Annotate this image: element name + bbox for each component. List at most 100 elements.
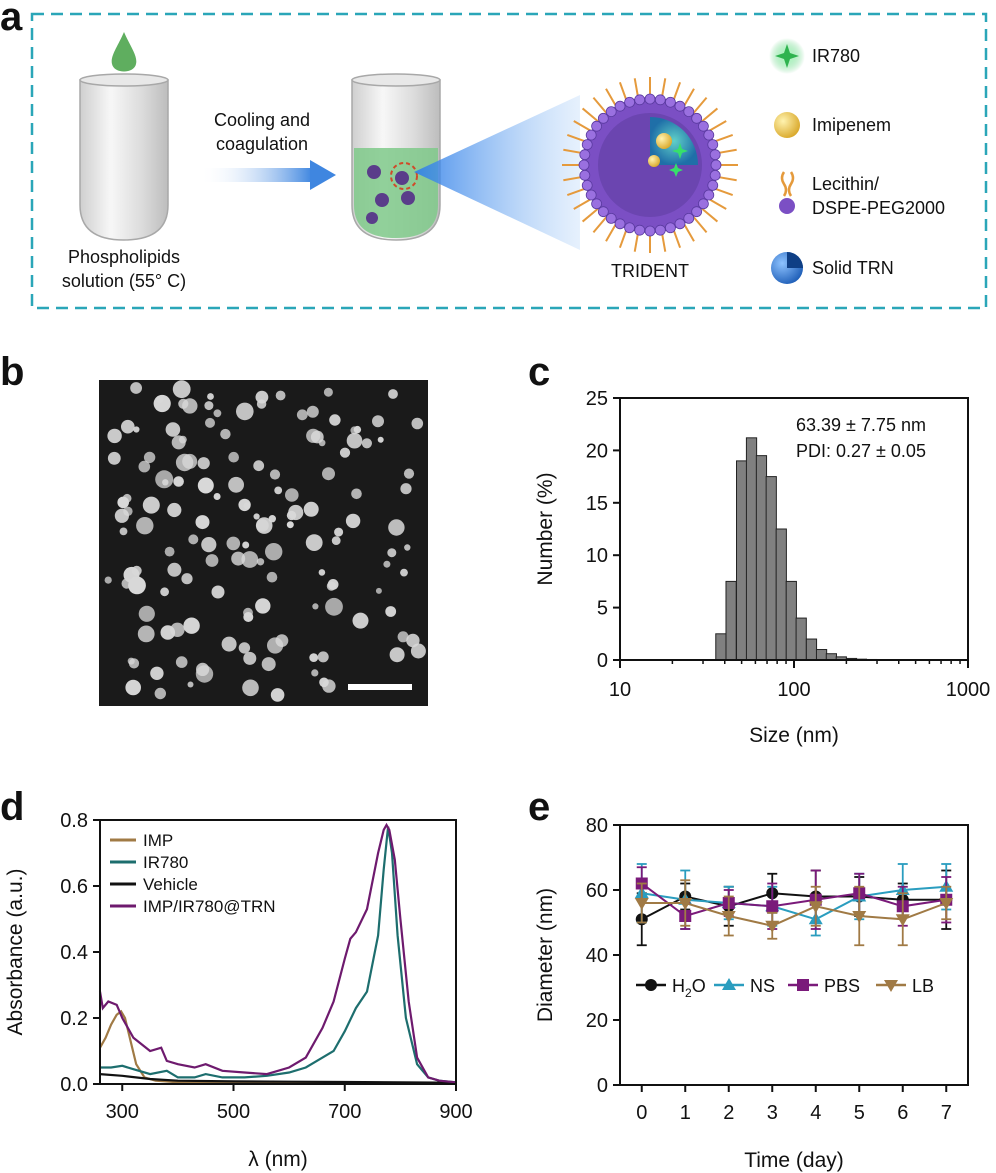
tem-particle xyxy=(389,647,405,663)
lipid-head xyxy=(597,206,609,218)
tem-particle xyxy=(183,617,200,634)
panel-label-d: d xyxy=(0,785,24,829)
panel-label-e: e xyxy=(528,785,550,829)
tem-particle xyxy=(372,415,384,428)
tem-particle xyxy=(164,546,175,557)
lipid-head xyxy=(709,149,721,161)
lipid-tail xyxy=(566,133,587,143)
lipid-tail xyxy=(618,81,628,102)
histogram-bar xyxy=(785,580,797,661)
tem-particle xyxy=(181,573,193,585)
zoom-beam xyxy=(414,95,580,250)
tem-particle xyxy=(165,422,181,437)
tem-particle xyxy=(242,679,259,697)
legend-lipid-label-line2: DSPE-PEG2000 xyxy=(812,198,945,218)
tem-particle xyxy=(411,417,424,430)
y-tick-label: 60 xyxy=(586,880,608,902)
test-tube-icon xyxy=(79,73,169,241)
y-tick-label: 80 xyxy=(586,815,608,837)
legend-lipid-label-line1: Lecithin/ xyxy=(812,174,879,194)
tem-particle xyxy=(182,398,198,414)
tem-particle xyxy=(130,382,143,394)
y-axis-label: Absorbance (a.u.) xyxy=(4,869,27,1036)
lipid-head xyxy=(707,179,719,191)
tem-particle xyxy=(150,666,164,680)
lipid-tail xyxy=(605,88,617,107)
lipid-head xyxy=(591,120,603,132)
x-tick-label: 3 xyxy=(767,1102,778,1124)
y-tick-label: 0.0 xyxy=(60,1074,88,1096)
solid-trn-icon xyxy=(771,252,803,284)
tem-particle xyxy=(397,631,409,643)
lipid-tail xyxy=(660,231,667,252)
lipid-head xyxy=(597,112,609,124)
y-tick-label: 0.6 xyxy=(60,876,88,898)
histogram-bar xyxy=(765,476,777,661)
x-tick-label: 500 xyxy=(217,1101,250,1123)
tem-particle xyxy=(322,467,335,481)
legend-marker xyxy=(797,979,809,991)
lipid-head xyxy=(581,179,593,191)
panel-label-c: c xyxy=(528,350,550,394)
y-tick-label: 0.2 xyxy=(60,1008,88,1030)
lipid-head xyxy=(581,139,593,151)
tem-particle xyxy=(388,389,398,399)
lipid-tail xyxy=(692,96,708,114)
tem-particle xyxy=(352,612,369,629)
panel-d: d 0.0 0.2 0.4 0.6 0.8 300 500 700 900 λ (nm) Absor… xyxy=(0,785,473,1171)
lipid-head xyxy=(614,100,626,112)
tem-particle xyxy=(121,419,135,434)
tem-particle xyxy=(312,603,319,610)
legend-marker xyxy=(884,980,898,992)
tem-particle xyxy=(187,681,194,688)
tem-particle xyxy=(197,477,214,494)
lipid-head xyxy=(644,225,656,237)
legend-label: NS xyxy=(750,976,775,996)
lipid-head xyxy=(707,139,719,151)
data-point xyxy=(678,898,693,910)
plot-frame xyxy=(619,824,969,1086)
histogram-bar xyxy=(755,455,768,661)
tem-particle xyxy=(104,576,112,584)
tem-particle xyxy=(351,488,362,500)
panel-c: c 0 5 10 15 20 25 10 100 1000 Size (nm) Number (%)… xyxy=(528,350,990,747)
data-point xyxy=(852,911,867,923)
tem-particles xyxy=(104,380,426,702)
tem-particle xyxy=(243,502,251,510)
lipid-tail xyxy=(672,228,682,249)
ir780-star xyxy=(672,143,688,159)
tem-particle xyxy=(201,537,217,553)
spectrum-line xyxy=(100,826,457,1084)
tem-particle xyxy=(175,656,188,668)
ir780-star xyxy=(669,163,683,177)
ir780-icon xyxy=(769,38,805,74)
legend-marker xyxy=(645,979,657,991)
x-axis-label: λ (nm) xyxy=(248,1148,308,1171)
tem-particle xyxy=(160,587,170,597)
tem-particle xyxy=(125,679,141,696)
size-distribution-chart: 0 5 10 15 20 25 10 100 1000 Size (nm) Number (%) 63… xyxy=(534,388,990,747)
lipid-head xyxy=(585,129,597,141)
imipenem-dot xyxy=(656,133,672,149)
data-point xyxy=(766,900,779,913)
tem-particle xyxy=(388,519,405,536)
lipid-head xyxy=(691,206,703,218)
x-axis-label: Size (nm) xyxy=(749,724,839,747)
tem-particle xyxy=(167,562,182,577)
tem-particle xyxy=(256,558,265,566)
core-cutaway xyxy=(650,117,698,165)
lipid-head xyxy=(654,224,666,236)
legend-label: LB xyxy=(912,976,934,996)
tem-particle xyxy=(195,665,214,683)
trident-nanoparticle-icon xyxy=(562,77,738,253)
tem-particle xyxy=(275,634,289,647)
lipid-tail xyxy=(713,187,734,197)
tem-particle xyxy=(275,390,286,401)
tem-particle xyxy=(107,451,121,465)
tem-particle xyxy=(329,414,341,426)
tem-particle xyxy=(236,402,254,421)
tem-particle xyxy=(309,653,319,662)
histogram-bar xyxy=(745,437,758,661)
x-tick-label: 4 xyxy=(810,1102,821,1124)
tem-particle xyxy=(323,387,333,397)
